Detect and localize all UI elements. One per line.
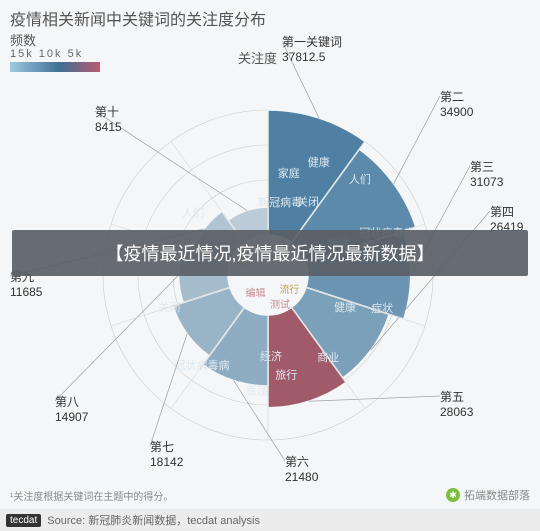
inner-keyword: 冠状病毒病 xyxy=(175,358,230,372)
center-keyword: 流行 xyxy=(279,283,299,296)
inner-keyword: 健康 xyxy=(308,155,330,169)
wechat-attribution: ✱ 拓端数据部落 xyxy=(446,487,530,503)
inner-keyword: 人们 xyxy=(349,172,371,186)
inner-keyword: 商业 xyxy=(317,350,339,364)
wechat-icon: ✱ xyxy=(446,488,460,502)
inner-keyword: 症状 xyxy=(371,301,393,315)
overlay-banner: 【疫情最近情况,疫情最近情况最新数据】 xyxy=(12,230,528,276)
inner-keyword: 医院 xyxy=(247,384,269,398)
rank-label: 第一关键词37812.5 xyxy=(282,35,342,65)
rank-label: 第三31073 xyxy=(470,160,503,190)
center-keyword: 编辑 xyxy=(246,287,266,300)
rank-label: 第十8415 xyxy=(95,105,122,135)
inner-keyword: 人们 xyxy=(182,206,204,220)
leader-line xyxy=(150,334,187,446)
rank-label: 第六21480 xyxy=(285,455,318,485)
inner-keyword: 旅行 xyxy=(275,367,297,381)
leader-line xyxy=(309,396,440,401)
leader-line xyxy=(394,96,440,184)
inner-keyword: 新冠病毒 xyxy=(258,195,302,209)
rank-label: 第七18142 xyxy=(150,440,183,470)
inner-keyword: 家庭 xyxy=(278,166,300,180)
rank-label: 第八14907 xyxy=(55,395,88,425)
footer-tag: tecdat xyxy=(6,514,41,527)
rank-label: 第二34900 xyxy=(440,90,473,120)
footer-source: Source: 新冠肺炎新闻数据，tecdat analysis xyxy=(47,512,260,528)
wechat-label: 拓端数据部落 xyxy=(464,487,530,503)
rank-label: 第五28063 xyxy=(440,390,473,420)
center-keyword: 测试 xyxy=(270,298,290,311)
leader-line xyxy=(55,275,179,401)
inner-keyword: 经济 xyxy=(260,349,282,363)
inner-keyword: 健康 xyxy=(334,300,356,314)
footer-bar: tecdat Source: 新冠肺炎新闻数据，tecdat analysis xyxy=(0,509,540,531)
footnote-text: ¹关注度根据关键词在主题中的得分。 xyxy=(10,488,173,503)
